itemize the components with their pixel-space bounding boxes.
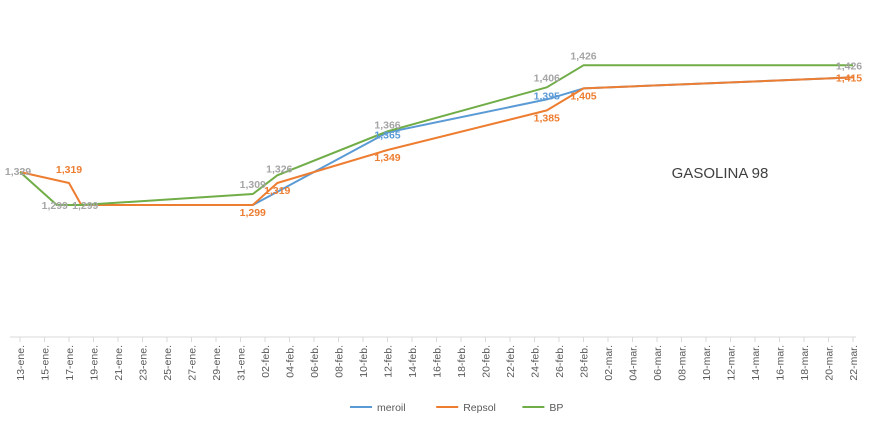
x-tick-label: 27-ene. [187,345,199,381]
x-tick-label: 19-ene. [89,345,101,381]
legend-label: meroil [377,402,406,414]
data-label-repsol: 1,319 [264,185,290,197]
data-label-repsol: 1,385 [534,112,560,124]
x-tick-label: 16-mar. [775,345,787,381]
data-label-bp: 1,326 [266,163,292,175]
chart-title: GASOLINA 98 [672,165,769,182]
x-tick-label: 22-feb. [505,345,517,378]
x-tick-label: 23-ene. [138,345,150,381]
data-label-repsol: 1,299 [240,207,266,219]
data-label-meroil: 1,395 [534,90,560,102]
x-tick-label: 26-feb. [554,345,566,378]
x-tick-label: 28-feb. [579,345,591,378]
legend-label: Repsol [463,402,496,414]
data-label-repsol: 1,405 [570,90,596,102]
x-tick-label: 12-feb. [383,345,395,378]
x-tick-label: 15-ene. [40,345,52,381]
data-labels: 1,365 1,395 1,319 1,299 1,319 1,349 1,385 1,405… [5,50,862,219]
x-tick-label: 08-mar. [677,345,689,381]
data-label-repsol: 1,319 [56,164,82,176]
data-label-bp: 1,426 [836,60,862,72]
x-tick-label: 08-feb. [334,345,346,378]
x-tick-label: 20-mar. [824,345,836,381]
x-tick-label: 14-feb. [407,345,419,378]
x-tick-label: 04-mar. [628,345,640,381]
series-line-repsol [19,76,854,206]
x-tick-label: 18-feb. [456,345,468,378]
x-tick-label: 14-mar. [750,345,762,381]
x-tick-label: 25-ene. [162,345,174,381]
x-tick-label: 13-ene. [15,345,27,381]
data-label-meroil: 1,365 [374,129,400,141]
x-tick-label: 20-feb. [481,345,493,378]
x-tick-label: 04-feb. [285,345,297,378]
data-label-bp: 1,406 [534,72,560,84]
series-lines [19,64,854,206]
x-tick-label: 16-feb. [432,345,444,378]
data-label-bp: 1,366 [374,119,400,131]
x-tick-label: 06-mar. [652,345,664,381]
x-tick-label: 02-feb. [260,345,272,378]
series-line-meroil [81,76,854,206]
x-tick-label: 18-mar. [799,345,811,381]
x-tick-label: 17-ene. [64,345,76,381]
x-tick-label: 21-ene. [113,345,125,381]
series-line-bp [19,64,853,206]
data-label-bp: 1,426 [570,50,596,62]
x-tick-label: 24-feb. [530,345,542,378]
legend-label: BP [549,402,563,414]
legend: meroil Repsol BP [350,402,563,414]
x-tick-label: 06-feb. [309,345,321,378]
data-label-repsol: 1,415 [836,72,862,84]
x-tick-label: 10-mar. [701,345,713,381]
x-tick-label: 31-ene. [236,345,248,381]
data-label-repsol: 1,349 [374,152,400,164]
legend-item-bp: BP [522,402,563,414]
data-label-bp: 1,329 [5,166,31,178]
data-label-bp: 1,299 [42,200,68,212]
x-tick-label: 12-mar. [726,345,738,381]
x-tick-label: 22-mar. [848,345,860,381]
x-tick-label: 29-ene. [211,345,223,381]
legend-item-meroil: meroil [350,402,406,414]
x-axis-ticks: 13-ene. 15-ene. 17-ene. 19-ene. 21-ene. 23-en… [15,337,860,381]
legend-item-repsol: Repsol [436,402,496,414]
x-tick-label: 02-mar. [603,345,615,381]
data-label-bp: 1,299 [72,200,98,212]
data-label-bp: 1,309 [240,179,266,191]
x-tick-label: 10-feb. [358,345,370,378]
